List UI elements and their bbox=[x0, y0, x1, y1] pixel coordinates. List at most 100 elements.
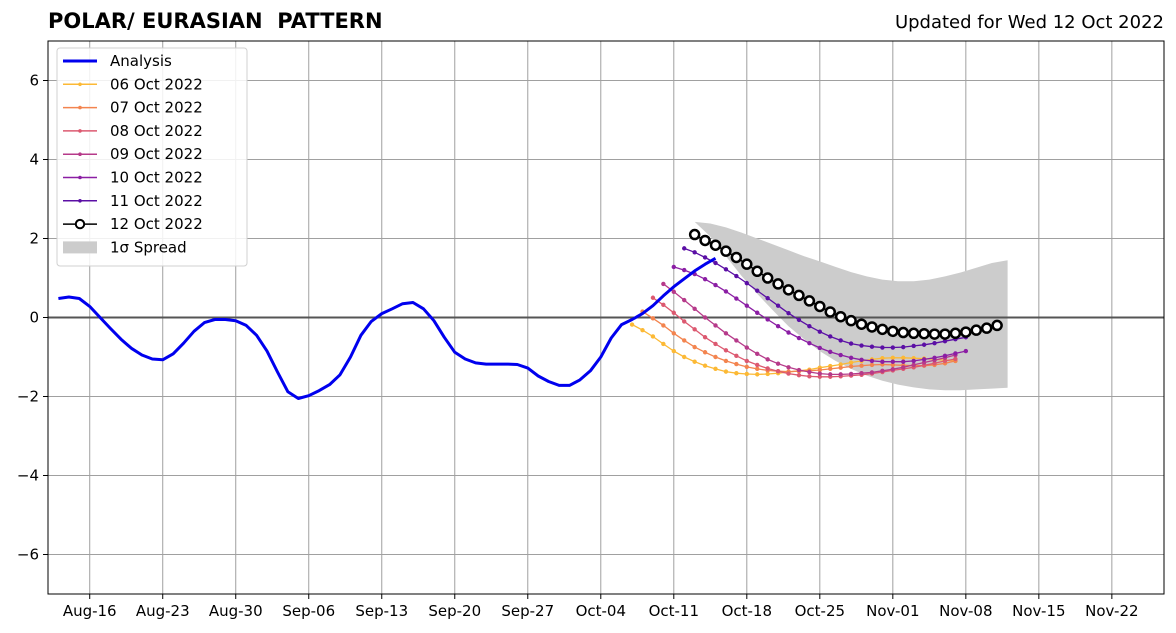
forecast-point-6 bbox=[730, 251, 743, 264]
forecast-point-2 bbox=[702, 335, 708, 340]
forecast-point-2 bbox=[682, 319, 687, 324]
forecast-point-2 bbox=[786, 371, 791, 376]
legend-label: 07 Oct 2022 bbox=[110, 99, 203, 117]
forecast-point-4 bbox=[880, 359, 885, 364]
forecast-point-6 bbox=[772, 278, 784, 290]
legend-label: 1σ Spread bbox=[110, 238, 187, 256]
forecast-point-6 bbox=[980, 322, 993, 334]
forecast-point-6 bbox=[949, 327, 962, 340]
legend-label: 09 Oct 2022 bbox=[110, 145, 203, 163]
forecast-point-6 bbox=[991, 319, 1003, 332]
forecast-point-6 bbox=[845, 314, 857, 327]
legend-label: 11 Oct 2022 bbox=[110, 192, 203, 210]
forecast-point-5 bbox=[880, 345, 885, 350]
forecast-point-0 bbox=[640, 327, 645, 333]
forecast-point-5 bbox=[755, 288, 760, 293]
forecast-point-1 bbox=[828, 366, 833, 372]
forecast-point-1 bbox=[692, 344, 697, 350]
forecast-point-2 bbox=[713, 341, 718, 347]
forecast-point-5 bbox=[890, 345, 896, 350]
forecast-point-3 bbox=[786, 365, 791, 370]
forecast-point-3 bbox=[869, 370, 875, 375]
legend-marker bbox=[78, 199, 82, 203]
x-tick-label: Nov-01 bbox=[866, 602, 919, 620]
forecast-layer bbox=[629, 228, 1003, 379]
forecast-point-6 bbox=[876, 323, 889, 336]
forecast-point-2 bbox=[744, 358, 750, 364]
legend-marker bbox=[78, 152, 82, 156]
x-tick-label: Sep-13 bbox=[355, 602, 408, 620]
forecast-point-0 bbox=[755, 372, 760, 377]
x-tick-label: Sep-06 bbox=[282, 602, 335, 620]
forecast-point-2 bbox=[661, 302, 666, 308]
forecast-point-6 bbox=[688, 228, 701, 241]
forecast-point-0 bbox=[848, 360, 854, 365]
forecast-point-0 bbox=[744, 371, 750, 377]
forecast-point-6 bbox=[970, 324, 983, 336]
forecast-point-4 bbox=[848, 355, 854, 360]
y-tick-label: −4 bbox=[17, 467, 39, 485]
forecast-point-3 bbox=[734, 338, 739, 343]
forecast-point-6 bbox=[866, 321, 878, 333]
forecast-point-1 bbox=[869, 362, 875, 368]
forecast-point-1 bbox=[650, 316, 656, 321]
forecast-point-0 bbox=[880, 355, 885, 361]
forecast-point-3 bbox=[901, 365, 906, 370]
forecast-point-5 bbox=[713, 260, 718, 266]
forecast-point-4 bbox=[702, 276, 708, 282]
forecast-point-6 bbox=[824, 306, 836, 318]
legend-box bbox=[56, 47, 248, 267]
forecast-point-4 bbox=[765, 317, 770, 322]
forecast-point-4 bbox=[953, 351, 958, 356]
forecast-point-5 bbox=[848, 341, 854, 346]
forecast-point-0 bbox=[702, 363, 708, 368]
analysis-layer bbox=[58, 256, 717, 400]
forecast-point-1 bbox=[661, 323, 666, 328]
forecast-point-0 bbox=[650, 334, 656, 339]
forecast-point-5 bbox=[765, 295, 770, 301]
forecast-point-3 bbox=[848, 371, 854, 377]
forecast-point-3 bbox=[755, 351, 760, 357]
legend-marker bbox=[74, 218, 86, 230]
legend-label: 06 Oct 2022 bbox=[110, 75, 203, 93]
forecast-point-4 bbox=[755, 310, 760, 315]
forecast-point-3 bbox=[682, 297, 687, 303]
forecast-point-5 bbox=[817, 329, 823, 334]
forecast-point-5 bbox=[828, 334, 833, 339]
forecast-point-5 bbox=[702, 255, 708, 260]
x-tick-label: Oct-18 bbox=[722, 602, 772, 620]
x-tick-label: Oct-25 bbox=[795, 602, 845, 620]
legend-marker bbox=[78, 175, 82, 180]
forecast-point-3 bbox=[702, 315, 708, 320]
x-tick-label: Oct-04 bbox=[576, 602, 626, 620]
forecast-point-5 bbox=[775, 303, 781, 308]
forecast-point-6 bbox=[782, 284, 795, 296]
forecast-point-5 bbox=[692, 250, 697, 255]
forecast-point-4 bbox=[775, 323, 781, 329]
legend-label: Analysis bbox=[110, 52, 172, 70]
y-tick-label: −2 bbox=[17, 388, 39, 406]
legend-label: 12 Oct 2022 bbox=[110, 215, 203, 233]
legend: Analysis 06 Oct 2022 07 Oct 2022 08 Oct 202… bbox=[56, 47, 248, 267]
forecast-point-0 bbox=[765, 371, 770, 377]
forecast-point-4 bbox=[682, 267, 687, 273]
spread-band bbox=[694, 221, 1008, 391]
forecast-point-3 bbox=[744, 345, 750, 350]
forecast-point-1 bbox=[755, 366, 760, 372]
forecast-point-4 bbox=[734, 296, 739, 301]
forecast-point-3 bbox=[796, 367, 802, 373]
forecast-point-5 bbox=[838, 338, 843, 343]
forecast-point-5 bbox=[682, 246, 687, 251]
forecast-point-1 bbox=[671, 331, 676, 336]
forecast-point-4 bbox=[942, 353, 948, 359]
forecast-point-6 bbox=[897, 326, 910, 339]
forecast-point-1 bbox=[682, 338, 687, 343]
legend-swatch bbox=[63, 241, 97, 254]
forecast-point-4 bbox=[713, 282, 718, 288]
forecast-point-2 bbox=[734, 353, 739, 359]
forecast-point-2 bbox=[755, 362, 760, 368]
forecast-point-1 bbox=[723, 358, 729, 364]
forecast-point-5 bbox=[796, 317, 802, 323]
x-tick-label: Nov-22 bbox=[1085, 602, 1138, 620]
forecast-point-6 bbox=[761, 272, 774, 284]
